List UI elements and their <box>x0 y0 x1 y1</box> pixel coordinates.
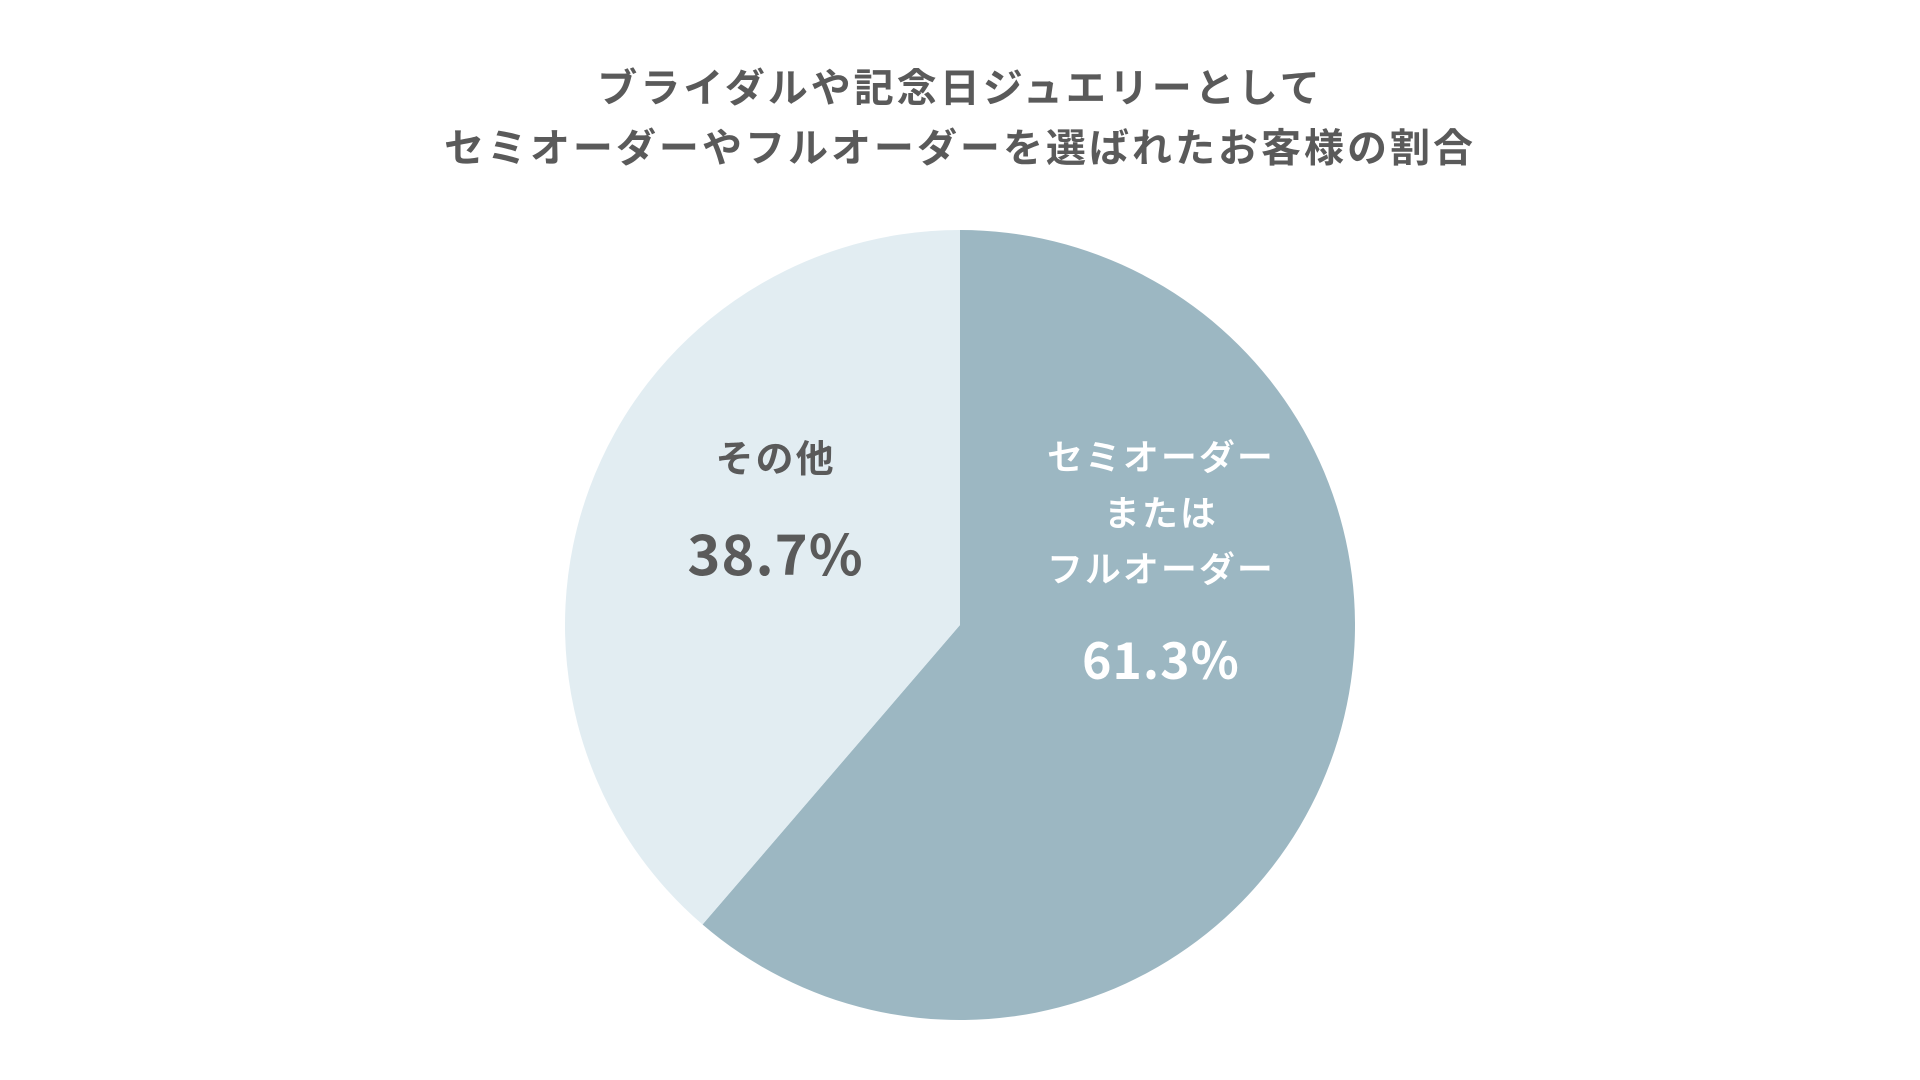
pie-svg <box>550 215 1370 1035</box>
pie-chart: セミオーダー または フルオーダー 61.3% その他 38.7% <box>550 215 1370 1035</box>
chart-title: ブライダルや記念日ジュエリーとして セミオーダーやフルオーダーを選ばれたお客様の… <box>444 55 1476 175</box>
chart-title-line-1: ブライダルや記念日ジュエリーとして <box>597 56 1322 114</box>
chart-title-line-2: セミオーダーやフルオーダーを選ばれたお客様の割合 <box>444 116 1476 174</box>
